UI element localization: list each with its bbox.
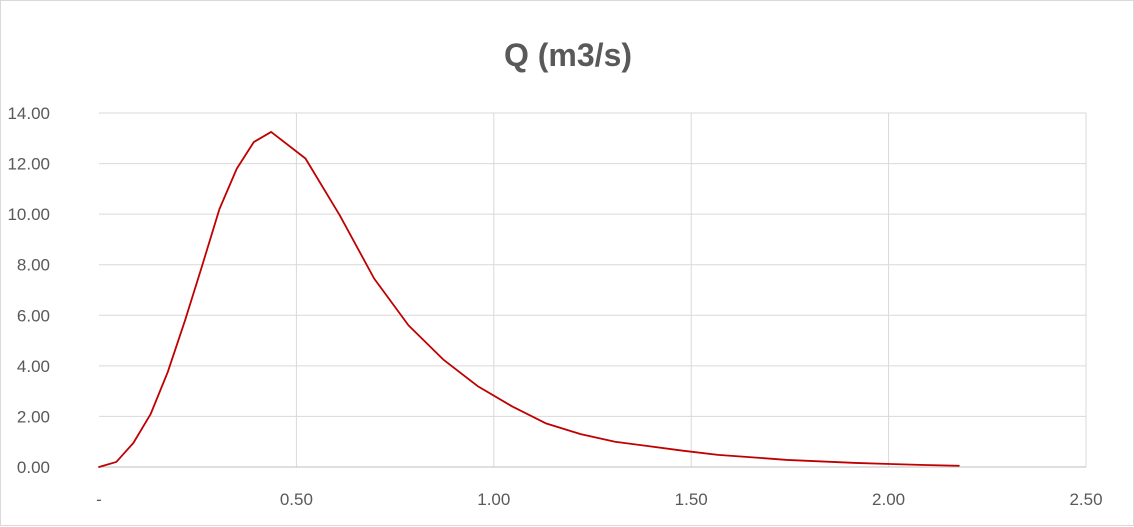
x-tick-label: 2.50 <box>1069 490 1102 509</box>
x-tick-label: 2.00 <box>872 490 905 509</box>
y-tick-label: 4.00 <box>17 357 50 376</box>
chart-title: Q (m3/s) <box>503 37 633 73</box>
series-line <box>98 131 960 468</box>
y-tick-label: 12.00 <box>7 155 50 174</box>
x-tick-label: 0.50 <box>280 490 313 509</box>
y-tick-label: 10.00 <box>7 205 50 224</box>
series-layer <box>98 131 960 468</box>
grid-lines <box>99 112 1087 467</box>
y-tick-labels: 0.00 2.00 4.00 6.00 8.00 10.00 12.00 14.00 <box>7 104 50 477</box>
y-tick-label: 14.00 <box>7 104 50 123</box>
y-tick-label: 6.00 <box>17 306 50 325</box>
y-tick-label: 8.00 <box>17 256 50 275</box>
x-tick-label: - <box>96 490 102 509</box>
y-tick-label: 0.00 <box>17 458 50 477</box>
x-tick-label: 1.00 <box>477 490 510 509</box>
y-tick-label: 2.00 <box>17 407 50 426</box>
x-tick-labels: - 0.50 1.00 1.50 2.00 2.50 <box>96 490 1102 509</box>
x-tick-label: 1.50 <box>675 490 708 509</box>
